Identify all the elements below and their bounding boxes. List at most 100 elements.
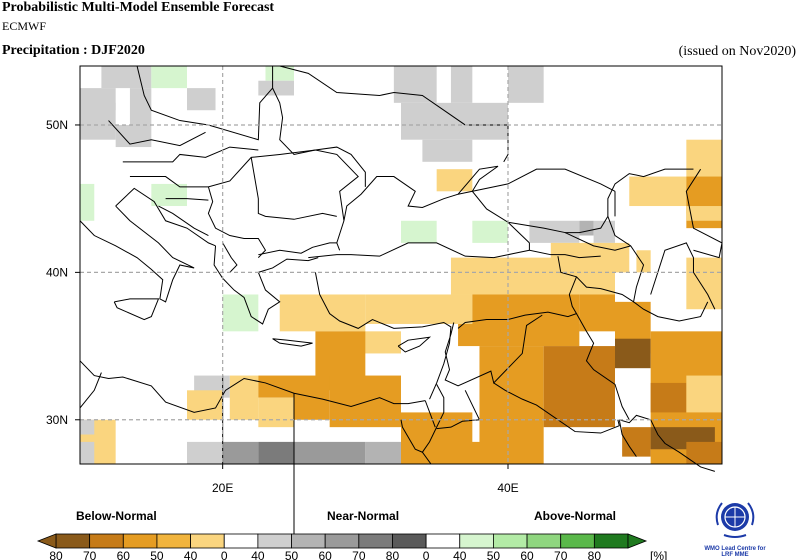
colorbar-segment bbox=[358, 533, 393, 549]
boundary-line bbox=[79, 205, 195, 303]
colorbar-tick-label: 0 bbox=[221, 549, 228, 560]
colorbar-tick-label: 70 bbox=[352, 549, 366, 560]
probability-cell bbox=[458, 323, 580, 347]
boundary-line bbox=[113, 298, 160, 321]
logo-line-1: WMO Lead Centre for bbox=[704, 546, 766, 552]
boundary-line bbox=[213, 245, 319, 325]
boundary-line bbox=[129, 149, 359, 221]
probability-cell bbox=[686, 206, 722, 221]
boundary-line bbox=[343, 165, 530, 244]
probability-cell bbox=[101, 66, 152, 89]
boundary-line bbox=[272, 338, 313, 347]
probability-cell bbox=[365, 294, 473, 324]
boundary-line bbox=[685, 168, 723, 259]
wmo-emblem-icon bbox=[715, 502, 755, 538]
boundary-line bbox=[565, 216, 609, 234]
colorbar-segment bbox=[89, 533, 124, 549]
boundary-line bbox=[315, 146, 366, 187]
colorbar-segment bbox=[324, 533, 360, 549]
boundary-line bbox=[400, 419, 438, 453]
colorbar-tick-label: 70 bbox=[554, 549, 568, 560]
probability-cell bbox=[529, 220, 580, 243]
probability-cell bbox=[151, 66, 187, 89]
gridlines bbox=[80, 66, 722, 464]
probability-cell bbox=[615, 338, 651, 369]
colorbar-segment bbox=[55, 533, 91, 549]
boundary-line bbox=[122, 146, 259, 163]
colorbar-segment bbox=[459, 533, 494, 549]
boundary-line bbox=[314, 272, 452, 400]
colorbar-tick-label: 50 bbox=[487, 549, 501, 560]
probability-cell bbox=[129, 88, 152, 125]
lon-tick-label: 20E bbox=[212, 481, 233, 495]
colorbar-segment bbox=[190, 533, 225, 549]
probability-cell bbox=[222, 441, 259, 464]
probability-cell bbox=[686, 441, 722, 464]
boundary-line bbox=[444, 314, 543, 387]
lat-tick-label: 30N bbox=[46, 413, 68, 427]
probability-cell bbox=[258, 441, 294, 464]
probability-cell bbox=[80, 441, 95, 464]
colorbar-segment bbox=[122, 533, 158, 549]
lon-tick-label: 40E bbox=[497, 481, 518, 495]
colorbar-arrow-right bbox=[627, 533, 648, 549]
colorbar-segment bbox=[493, 533, 528, 549]
boundary-line bbox=[279, 65, 509, 163]
probability-cell bbox=[436, 169, 473, 192]
wmo-logo: WMO Lead Centre for LRF MME bbox=[700, 495, 770, 560]
colorbar-tick-label: 80 bbox=[588, 549, 602, 560]
probability-cell bbox=[629, 176, 687, 207]
below-normal-header: Below-Normal bbox=[76, 509, 157, 523]
probability-cell bbox=[151, 183, 187, 207]
boundary-line bbox=[424, 400, 436, 428]
boundary-line bbox=[308, 242, 530, 259]
boundary-line bbox=[607, 168, 694, 217]
probability-cell bbox=[365, 441, 401, 464]
colorbar-segment bbox=[560, 533, 595, 549]
boundary-line bbox=[557, 256, 634, 303]
boundary-line bbox=[618, 419, 637, 457]
colorbar-tick-label: 0 bbox=[423, 549, 430, 560]
probability-cell bbox=[258, 397, 294, 428]
boundary-line bbox=[397, 336, 432, 353]
probability-cell bbox=[472, 220, 508, 243]
boundary-line bbox=[507, 221, 631, 251]
boundary-line bbox=[619, 414, 716, 472]
probability-cell bbox=[80, 183, 95, 221]
probability-cell bbox=[294, 375, 330, 420]
colorbar-tick-label: 60 bbox=[520, 549, 534, 560]
colorbar-segment bbox=[526, 533, 562, 549]
colorbar-tick-label: 70 bbox=[83, 549, 97, 560]
colorbar-segment bbox=[257, 533, 292, 549]
probability-cell bbox=[222, 294, 259, 332]
logo-line-2: LRF MME bbox=[721, 552, 749, 558]
probability-cell bbox=[393, 66, 437, 103]
boundary-line bbox=[207, 186, 267, 258]
probability-cell bbox=[187, 88, 216, 111]
probability-cell bbox=[258, 80, 294, 96]
colorbar-tick-label: 50 bbox=[285, 549, 299, 560]
colorbar-tick-label: 60 bbox=[117, 549, 131, 560]
boundary-line bbox=[158, 205, 209, 236]
colorbar-tick-label: 60 bbox=[318, 549, 332, 560]
boundary-line bbox=[436, 390, 481, 430]
colorbar-segment bbox=[392, 533, 427, 549]
probability-cell bbox=[550, 242, 630, 273]
lat-tick-label: 50N bbox=[46, 118, 68, 132]
probability-cell bbox=[543, 346, 615, 428]
probability-cell bbox=[187, 441, 223, 464]
forecast-title: Probabilistic Multi-Model Ensemble Forec… bbox=[2, 0, 275, 15]
boundary-line bbox=[79, 360, 426, 413]
colorbar-segment bbox=[291, 533, 326, 549]
probability-cell bbox=[80, 102, 116, 140]
model-subtitle: ECMWF bbox=[2, 19, 47, 33]
boundary-line bbox=[336, 220, 345, 251]
probability-cell bbox=[401, 102, 508, 140]
near-normal-header: Near-Normal bbox=[327, 509, 400, 523]
probability-cell bbox=[686, 375, 722, 413]
boundary-line bbox=[272, 87, 316, 155]
probability-cell bbox=[401, 220, 437, 243]
boundary-line bbox=[115, 187, 216, 247]
map-frame bbox=[79, 65, 723, 465]
colorbar-tick-label: 40 bbox=[453, 549, 467, 560]
